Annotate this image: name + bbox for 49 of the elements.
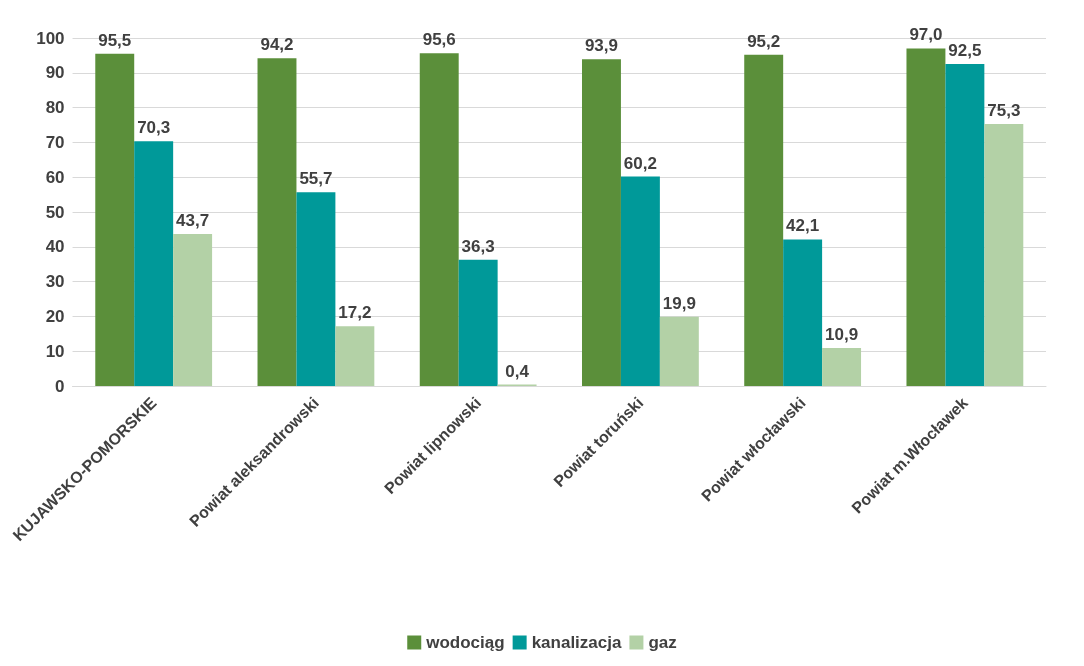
data-label: 19,9 <box>662 293 696 313</box>
bar <box>783 239 823 386</box>
data-label: 95,5 <box>98 30 132 50</box>
data-label: 0,4 <box>505 361 530 381</box>
y-tick-label: 70 <box>45 132 65 152</box>
y-tick-label: 90 <box>45 63 65 83</box>
data-label: 55,7 <box>299 169 333 189</box>
data-label: 10,9 <box>825 325 859 345</box>
y-tick-label: 100 <box>36 28 65 48</box>
y-tick-label: 20 <box>45 306 65 326</box>
legend-label: kanalizacja <box>531 633 622 652</box>
bar <box>134 141 174 386</box>
data-label: 42,1 <box>786 216 820 236</box>
bar <box>458 259 498 386</box>
data-label: 93,9 <box>584 36 619 56</box>
bar <box>582 59 621 386</box>
bar <box>822 348 862 386</box>
data-label: 17,2 <box>338 303 372 323</box>
bar <box>257 58 297 386</box>
bar <box>984 123 1024 386</box>
data-label: 75,3 <box>987 100 1021 120</box>
y-tick-label: 80 <box>45 98 65 118</box>
data-label: 36,3 <box>461 236 495 256</box>
legend-label: wodociąg <box>425 633 505 652</box>
data-label: 43,7 <box>176 210 210 230</box>
y-tick-label: 10 <box>45 341 65 361</box>
y-tick-label: 30 <box>45 272 65 292</box>
bar <box>335 326 375 386</box>
data-label: 97,0 <box>909 25 943 45</box>
legend-label: gaz <box>648 633 677 652</box>
bar <box>95 53 135 386</box>
bar <box>296 192 336 386</box>
bar <box>945 64 985 386</box>
bar <box>906 48 946 386</box>
y-tick-label: 0 <box>55 376 65 396</box>
data-label: 70,3 <box>137 118 171 138</box>
data-label: 95,6 <box>422 30 456 50</box>
y-tick-label: 50 <box>45 202 65 222</box>
data-label: 92,5 <box>948 41 982 61</box>
y-tick-label: 60 <box>45 167 65 187</box>
bar <box>659 316 699 386</box>
data-label: 94,2 <box>260 35 294 55</box>
data-label: 95,2 <box>747 31 781 51</box>
bar <box>173 233 213 386</box>
bar <box>419 53 459 386</box>
data-label: 60,2 <box>623 153 657 173</box>
bar <box>744 54 784 386</box>
bar <box>620 176 660 386</box>
y-tick-label: 40 <box>45 237 65 257</box>
